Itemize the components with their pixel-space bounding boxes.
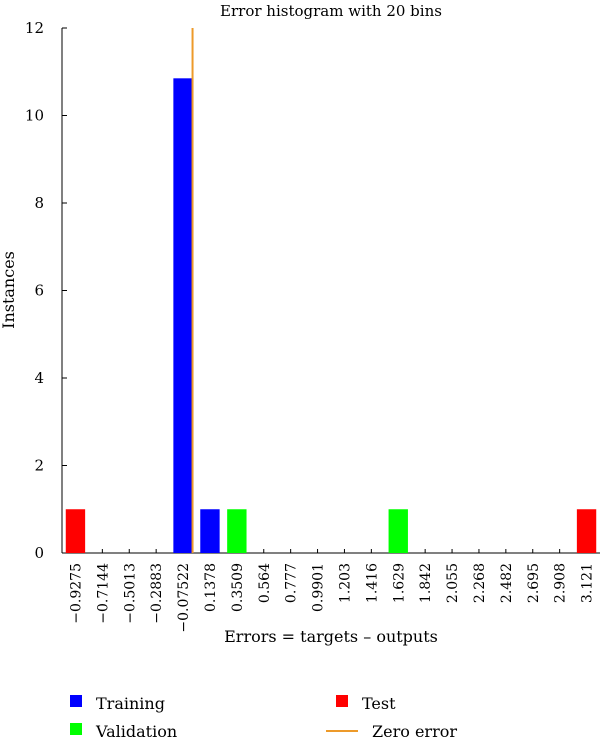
x-tick-label: 2.482 [499,563,515,603]
x-tick-label: 2.695 [526,563,542,603]
y-axis: 0 2 4 6 8 10 12 [25,19,67,562]
bar-training [173,78,193,553]
legend-swatch-test [336,695,348,707]
legend-label-validation: Validation [95,722,177,740]
x-tick-label: 1.629 [391,563,407,603]
y-tick-label: 12 [25,19,44,37]
x-axis: −0.9275 −0.7144 −0.5013 −0.2883 −0.07522 0.13… [62,549,600,633]
x-tick-label: −0.9275 [68,563,84,624]
y-tick-label: 0 [34,544,44,562]
bar-training [200,509,220,553]
bar-validation [227,509,247,553]
x-tick-label: 2.908 [553,563,569,603]
x-tick-label: 1.203 [337,563,353,603]
y-axis-label: Instances [0,251,18,329]
x-tick-label: 0.3509 [230,563,246,612]
x-tick-label: −0.7144 [95,563,111,624]
legend-label-test: Test [362,694,396,713]
x-tick-label: 0.564 [257,563,273,603]
y-tick-label: 8 [34,194,44,212]
y-tick-label: 2 [34,457,44,475]
x-tick-label: −0.2883 [149,563,165,624]
bar-test [65,509,86,553]
x-tick-label: 0.9901 [311,563,327,612]
bars-group [65,78,597,553]
x-tick-label: 1.842 [418,563,434,603]
y-tick-label: 6 [34,282,44,300]
x-tick-label: 1.416 [364,563,380,603]
x-tick-label: −0.07522 [176,563,192,633]
y-tick-label: 4 [34,369,44,387]
legend-swatch-validation [70,723,82,735]
x-tick-label: 2.268 [472,563,488,603]
x-tick-label: 0.777 [284,563,300,603]
legend-label-zero-error: Zero error [372,722,457,740]
x-tick-label: 3.121 [580,563,596,603]
bar-validation [388,509,408,553]
legend: Training Validation Test Zero error [70,694,457,740]
x-tick-label: 0.1378 [203,563,219,612]
y-tick-label: 10 [25,107,44,125]
x-tick-label: 2.055 [445,563,461,603]
x-axis-label: Errors = targets – outputs [224,627,438,646]
bar-test [576,509,597,553]
x-tick-label: −0.5013 [122,563,138,624]
legend-swatch-training [70,695,82,707]
legend-label-training: Training [96,694,165,713]
chart-title: Error histogram with 20 bins [220,2,442,20]
